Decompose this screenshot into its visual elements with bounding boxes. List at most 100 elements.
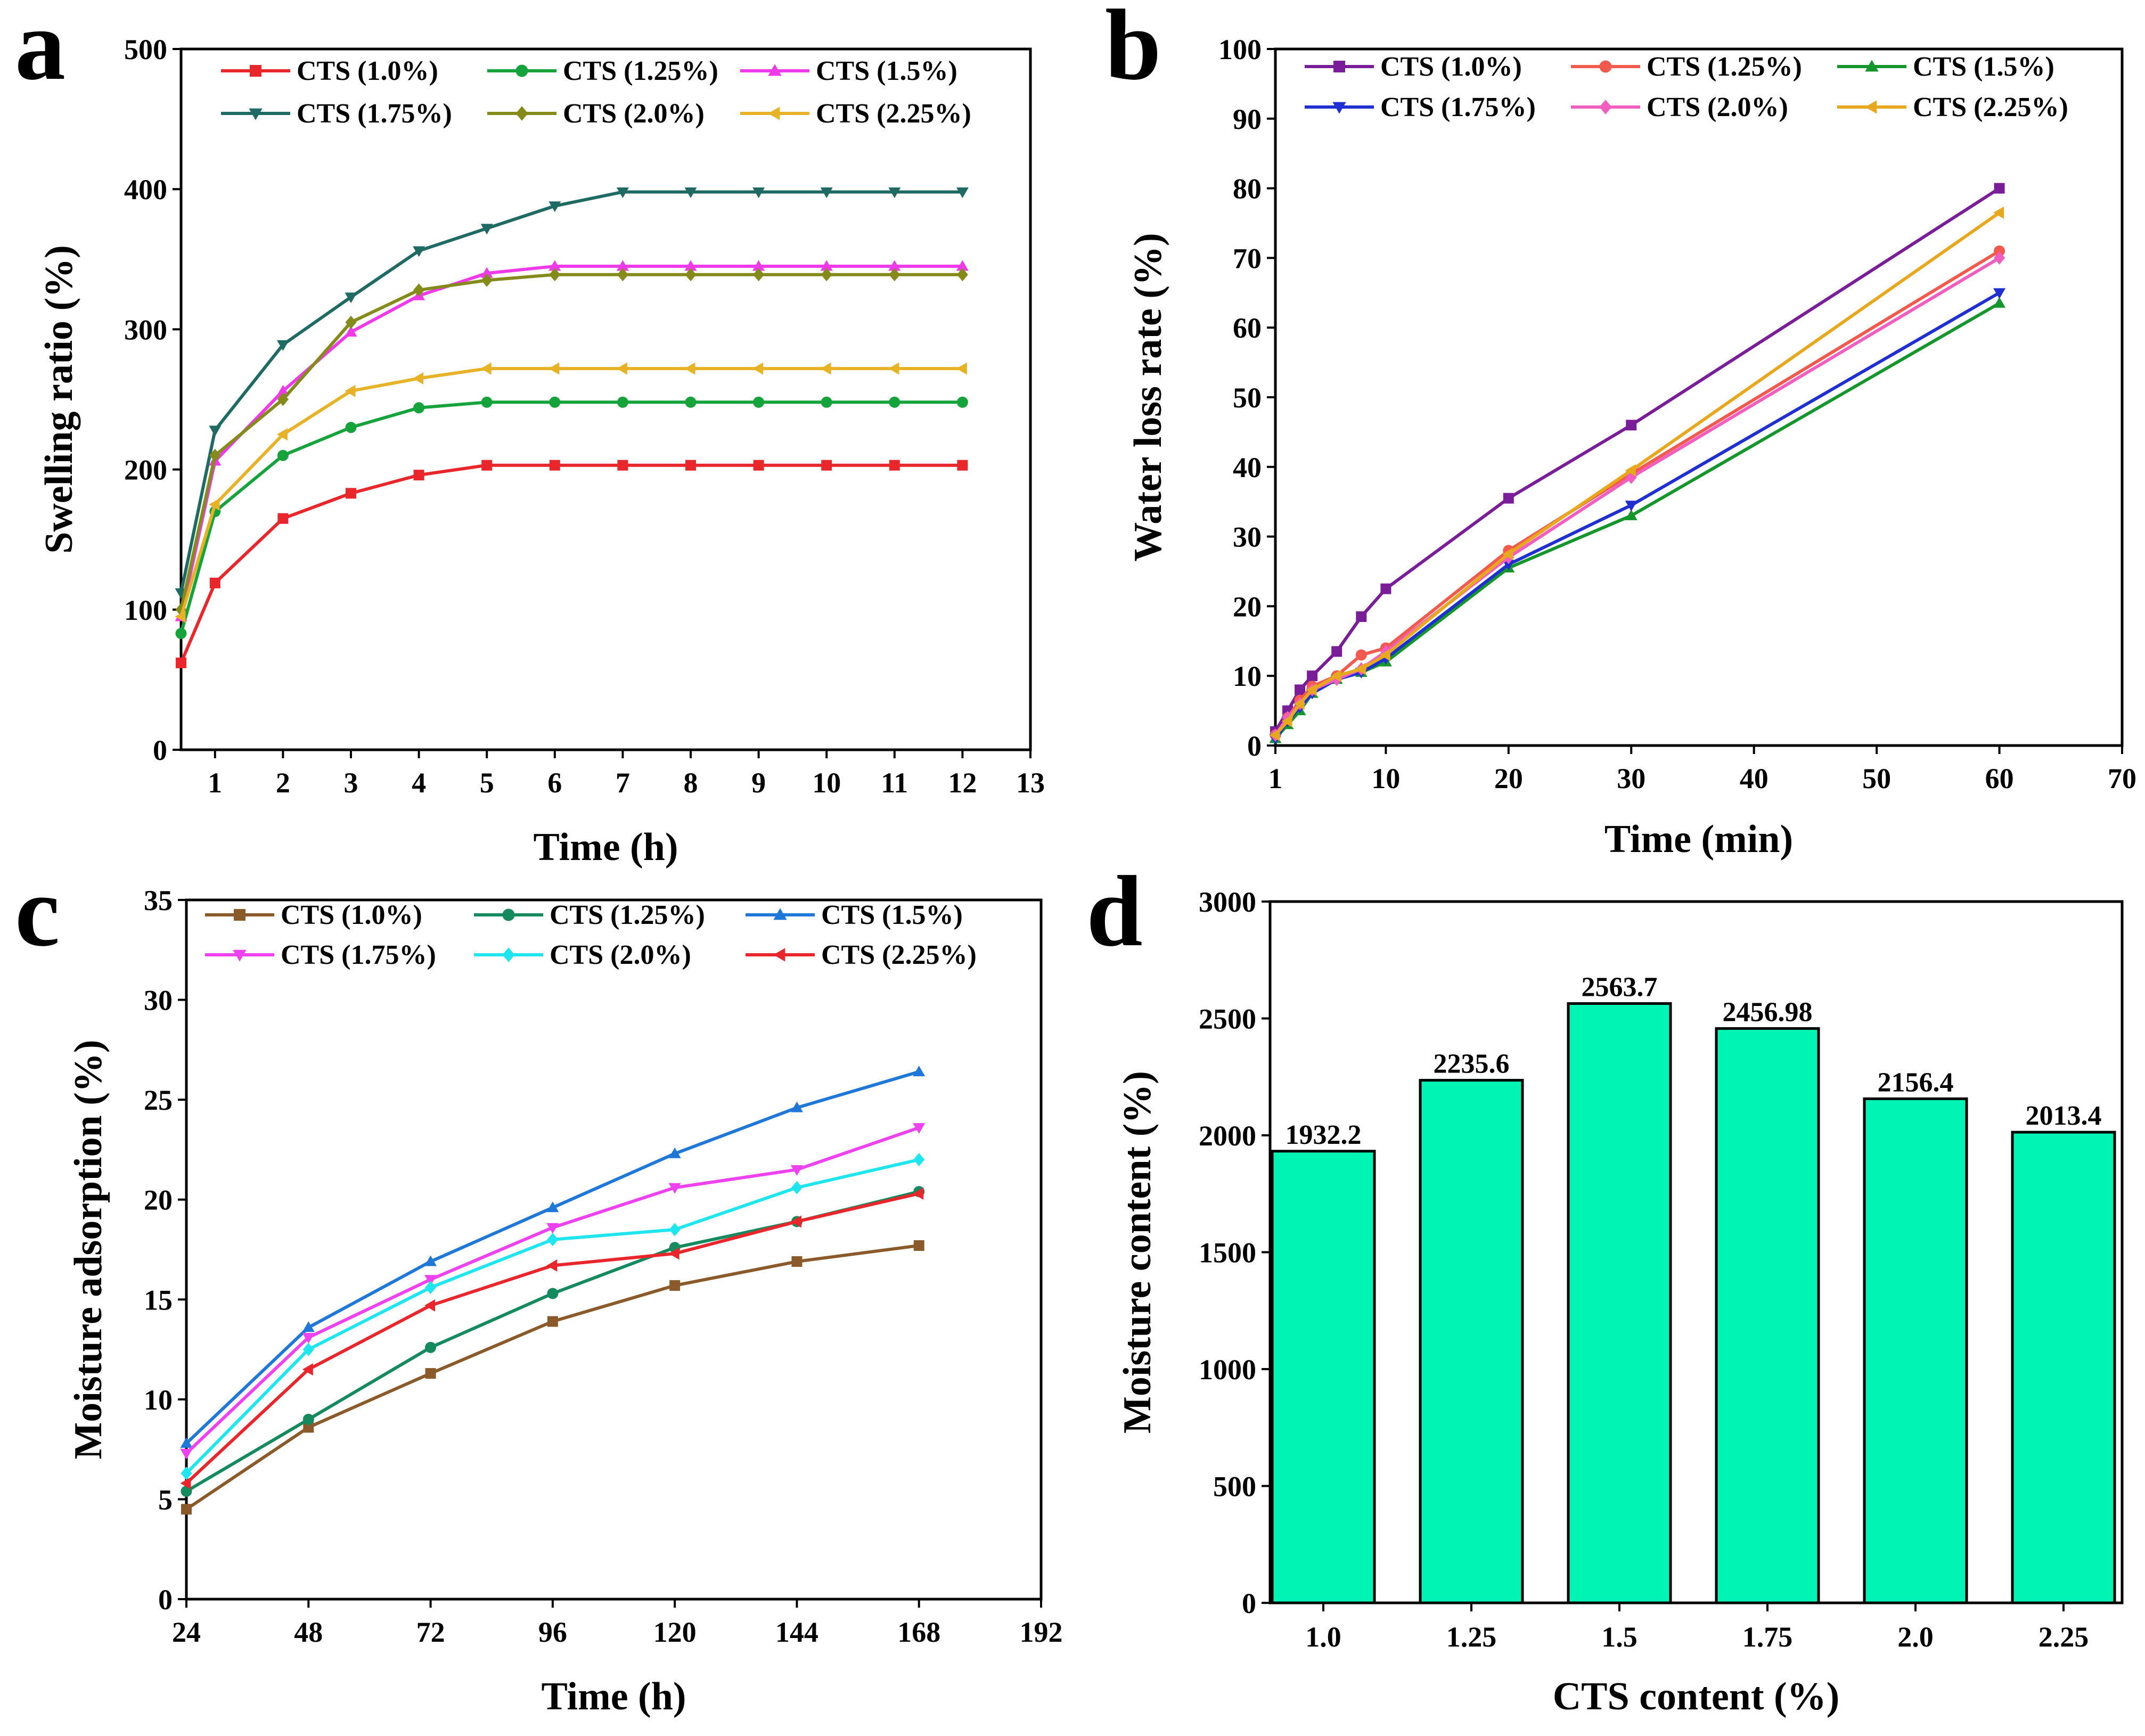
data-point	[1269, 728, 1280, 741]
series-line	[1274, 211, 2001, 736]
series-CTS (1.75%)	[1269, 288, 2006, 745]
data-point	[617, 396, 628, 408]
data-point	[790, 1165, 803, 1176]
legend-label: CTS (2.25%)	[1913, 92, 2068, 122]
legend-label: CTS (1.75%)	[1380, 92, 1536, 122]
data-point	[1380, 583, 1391, 594]
x-tick-label: 11	[881, 767, 908, 799]
data-point	[820, 187, 833, 198]
series-CTS (2.25%)	[1269, 206, 2004, 741]
data-point	[821, 268, 832, 282]
data-point	[617, 268, 628, 282]
data-point	[345, 315, 357, 329]
data-point	[1281, 715, 1292, 727]
data-point	[548, 201, 561, 212]
legend-entry: CTS (1.75%)	[205, 940, 436, 970]
x-tick-label: 8	[684, 767, 698, 799]
x-tick-label: 70	[2108, 763, 2136, 795]
data-point	[753, 396, 765, 408]
data-point	[302, 1321, 315, 1332]
series-CTS (2.0%)	[181, 1153, 925, 1480]
data-point	[277, 513, 289, 524]
data-point	[1295, 684, 1306, 695]
data-point	[548, 260, 561, 271]
data-point	[753, 268, 765, 282]
x-tick-label: 48	[294, 1616, 323, 1648]
y-tick-label: 500	[1213, 1471, 1256, 1503]
y-tick-label: 2500	[1199, 1003, 1256, 1035]
series-line	[179, 264, 963, 617]
x-tick-label: 1.5	[1601, 1621, 1638, 1653]
legend-swatch-marker	[515, 106, 528, 121]
x-tick-label: 3	[344, 767, 358, 799]
data-point	[616, 187, 629, 198]
x-axis-title: Time (min)	[1604, 817, 1793, 861]
data-point	[425, 1281, 437, 1295]
data-point	[1993, 288, 2006, 299]
y-tick-label: 40	[1233, 452, 1262, 484]
bar	[1715, 1027, 1820, 1604]
data-point	[345, 422, 357, 433]
data-point	[821, 396, 832, 408]
legend-label: CTS (1.0%)	[297, 56, 438, 86]
y-tick-label: 15	[144, 1284, 173, 1316]
data-point	[549, 460, 560, 471]
data-point	[303, 1422, 314, 1433]
data-point	[413, 402, 425, 414]
data-point	[175, 610, 186, 623]
data-point	[888, 362, 899, 375]
x-tick-label: 12	[948, 767, 977, 799]
data-point	[547, 1233, 559, 1247]
data-point	[1625, 464, 1636, 477]
data-point	[668, 1247, 679, 1260]
data-point	[752, 260, 765, 271]
legend-swatch-marker	[233, 949, 247, 962]
bar-value-label: 2156.4	[1878, 1067, 1954, 1098]
series-CTS (2.25%)	[175, 362, 967, 623]
data-point	[425, 1368, 436, 1379]
legend-swatch-marker	[250, 65, 261, 77]
data-point	[1356, 611, 1367, 623]
legend-swatch-marker	[502, 908, 515, 921]
data-point	[547, 1316, 558, 1327]
legend-entry: CTS (1.0%)	[205, 900, 422, 930]
y-tick-label: 30	[144, 985, 173, 1017]
x-tick-label: 144	[775, 1616, 818, 1648]
data-point	[302, 1333, 315, 1344]
x-tick-label: 1	[208, 767, 222, 799]
data-point	[889, 396, 900, 408]
legend-label: CTS (1.5%)	[821, 900, 963, 930]
data-point	[617, 460, 628, 471]
x-axis-title: Time (h)	[533, 825, 678, 869]
data-point	[668, 1147, 681, 1158]
y-tick-label: 300	[124, 314, 167, 346]
series-line	[179, 463, 963, 664]
x-tick-label: 9	[751, 767, 766, 799]
y-tick-label: 90	[1233, 103, 1262, 135]
data-point	[302, 1413, 314, 1425]
series-CTS (1.5%)	[1269, 297, 2006, 743]
series-CTS (1.75%)	[175, 187, 969, 599]
data-point	[1355, 662, 1366, 675]
legend-swatch-marker	[1333, 61, 1345, 72]
data-point	[276, 384, 289, 396]
x-tick-label: 10	[812, 767, 841, 799]
legend-label: CTS (1.75%)	[281, 940, 436, 970]
legend-entry: CTS (1.25%)	[487, 56, 718, 86]
y-tick-label: 10	[144, 1384, 173, 1416]
data-point	[913, 1187, 924, 1200]
data-point	[685, 396, 697, 408]
x-axis-title: CTS content (%)	[1553, 1675, 1840, 1718]
series-line	[185, 1244, 920, 1511]
y-tick-label: 80	[1233, 173, 1262, 205]
series-line	[179, 400, 963, 634]
data-point	[1379, 649, 1390, 661]
data-point	[1994, 245, 2005, 257]
legend-label: CTS (1.25%)	[550, 900, 705, 930]
bar	[1567, 1002, 1672, 1604]
x-tick-label: 10	[1371, 763, 1400, 795]
data-point	[209, 577, 220, 588]
data-point	[549, 396, 561, 408]
data-point	[181, 1467, 192, 1480]
x-tick-label: 24	[172, 1616, 201, 1648]
